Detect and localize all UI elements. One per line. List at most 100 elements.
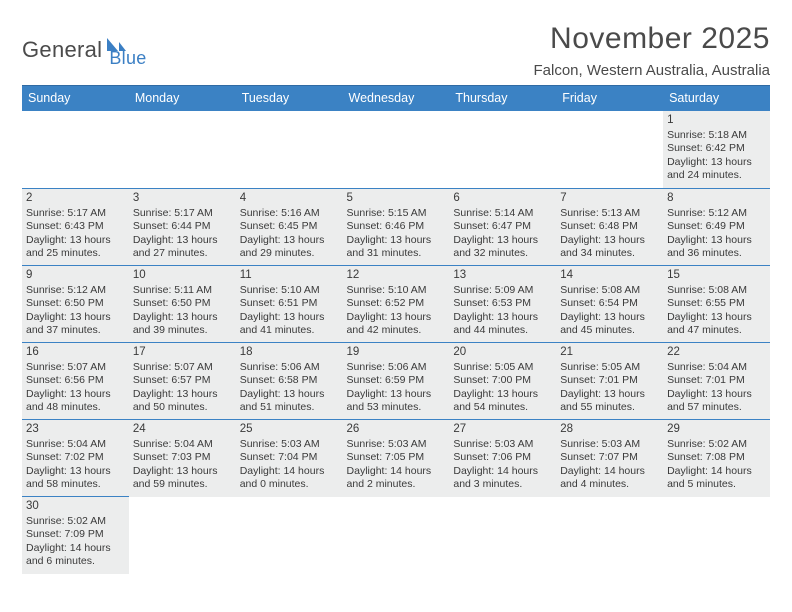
day-number: 22 <box>667 345 766 360</box>
calendar-day-cell <box>556 497 663 574</box>
daylight-text: Daylight: 14 hours <box>240 465 339 478</box>
daylight-text: Daylight: 13 hours <box>240 234 339 247</box>
sunrise-text: Sunrise: 5:17 AM <box>26 207 125 220</box>
daylight-text: and 48 minutes. <box>26 401 125 414</box>
sunrise-text: Sunrise: 5:02 AM <box>667 438 766 451</box>
day-number: 30 <box>26 499 125 514</box>
daylight-text: and 29 minutes. <box>240 247 339 260</box>
sunset-text: Sunset: 6:50 PM <box>26 297 125 310</box>
day-number: 1 <box>667 113 766 128</box>
daylight-text: and 4 minutes. <box>560 478 659 491</box>
sunset-text: Sunset: 6:53 PM <box>453 297 552 310</box>
calendar-day-cell: 27Sunrise: 5:03 AMSunset: 7:06 PMDayligh… <box>449 420 556 497</box>
daylight-text: and 36 minutes. <box>667 247 766 260</box>
calendar-day-cell: 18Sunrise: 5:06 AMSunset: 6:58 PMDayligh… <box>236 343 343 420</box>
daylight-text: and 6 minutes. <box>26 555 125 568</box>
daylight-text: and 5 minutes. <box>667 478 766 491</box>
daylight-text: Daylight: 13 hours <box>240 311 339 324</box>
sunset-text: Sunset: 7:01 PM <box>560 374 659 387</box>
daylight-text: and 45 minutes. <box>560 324 659 337</box>
day-number: 15 <box>667 268 766 283</box>
daylight-text: and 59 minutes. <box>133 478 232 491</box>
sunset-text: Sunset: 6:47 PM <box>453 220 552 233</box>
calendar-day-cell: 21Sunrise: 5:05 AMSunset: 7:01 PMDayligh… <box>556 343 663 420</box>
sunrise-text: Sunrise: 5:03 AM <box>347 438 446 451</box>
sunrise-text: Sunrise: 5:02 AM <box>26 515 125 528</box>
daylight-text: and 50 minutes. <box>133 401 232 414</box>
day-number: 4 <box>240 191 339 206</box>
sunrise-text: Sunrise: 5:14 AM <box>453 207 552 220</box>
daylight-text: and 24 minutes. <box>667 169 766 182</box>
daylight-text: Daylight: 13 hours <box>560 311 659 324</box>
weekday-header: Monday <box>129 86 236 111</box>
sunset-text: Sunset: 6:44 PM <box>133 220 232 233</box>
day-number: 3 <box>133 191 232 206</box>
calendar-day-cell: 9Sunrise: 5:12 AMSunset: 6:50 PMDaylight… <box>22 266 129 343</box>
sunrise-text: Sunrise: 5:04 AM <box>26 438 125 451</box>
sunset-text: Sunset: 7:01 PM <box>667 374 766 387</box>
day-number: 17 <box>133 345 232 360</box>
calendar-week-row: 16Sunrise: 5:07 AMSunset: 6:56 PMDayligh… <box>22 343 770 420</box>
weekday-header: Sunday <box>22 86 129 111</box>
daylight-text: and 32 minutes. <box>453 247 552 260</box>
sunrise-text: Sunrise: 5:10 AM <box>347 284 446 297</box>
sunrise-text: Sunrise: 5:15 AM <box>347 207 446 220</box>
calendar-day-cell: 24Sunrise: 5:04 AMSunset: 7:03 PMDayligh… <box>129 420 236 497</box>
daylight-text: and 25 minutes. <box>26 247 125 260</box>
calendar-day-cell: 4Sunrise: 5:16 AMSunset: 6:45 PMDaylight… <box>236 189 343 266</box>
daylight-text: and 34 minutes. <box>560 247 659 260</box>
daylight-text: Daylight: 13 hours <box>667 388 766 401</box>
calendar-day-cell: 29Sunrise: 5:02 AMSunset: 7:08 PMDayligh… <box>663 420 770 497</box>
sunset-text: Sunset: 7:05 PM <box>347 451 446 464</box>
daylight-text: Daylight: 13 hours <box>667 234 766 247</box>
daylight-text: and 31 minutes. <box>347 247 446 260</box>
sunset-text: Sunset: 7:04 PM <box>240 451 339 464</box>
sunrise-text: Sunrise: 5:13 AM <box>560 207 659 220</box>
weekday-header: Friday <box>556 86 663 111</box>
daylight-text: Daylight: 13 hours <box>26 465 125 478</box>
day-number: 10 <box>133 268 232 283</box>
calendar-day-cell: 16Sunrise: 5:07 AMSunset: 6:56 PMDayligh… <box>22 343 129 420</box>
weekday-header: Tuesday <box>236 86 343 111</box>
sunrise-text: Sunrise: 5:05 AM <box>560 361 659 374</box>
sunset-text: Sunset: 6:54 PM <box>560 297 659 310</box>
calendar-day-cell: 3Sunrise: 5:17 AMSunset: 6:44 PMDaylight… <box>129 189 236 266</box>
daylight-text: and 0 minutes. <box>240 478 339 491</box>
sunrise-text: Sunrise: 5:03 AM <box>453 438 552 451</box>
calendar-day-cell <box>129 497 236 574</box>
calendar-day-cell: 13Sunrise: 5:09 AMSunset: 6:53 PMDayligh… <box>449 266 556 343</box>
calendar-day-cell <box>129 111 236 189</box>
daylight-text: Daylight: 13 hours <box>26 311 125 324</box>
calendar-day-cell: 25Sunrise: 5:03 AMSunset: 7:04 PMDayligh… <box>236 420 343 497</box>
sunset-text: Sunset: 7:06 PM <box>453 451 552 464</box>
daylight-text: and 53 minutes. <box>347 401 446 414</box>
sunset-text: Sunset: 6:49 PM <box>667 220 766 233</box>
calendar-day-cell: 14Sunrise: 5:08 AMSunset: 6:54 PMDayligh… <box>556 266 663 343</box>
daylight-text: Daylight: 13 hours <box>453 311 552 324</box>
sunrise-text: Sunrise: 5:06 AM <box>240 361 339 374</box>
daylight-text: and 54 minutes. <box>453 401 552 414</box>
daylight-text: Daylight: 14 hours <box>667 465 766 478</box>
calendar-day-cell: 2Sunrise: 5:17 AMSunset: 6:43 PMDaylight… <box>22 189 129 266</box>
sunrise-text: Sunrise: 5:05 AM <box>453 361 552 374</box>
sunset-text: Sunset: 7:07 PM <box>560 451 659 464</box>
sunrise-text: Sunrise: 5:03 AM <box>560 438 659 451</box>
calendar-table: Sunday Monday Tuesday Wednesday Thursday… <box>22 85 770 574</box>
calendar-day-cell: 19Sunrise: 5:06 AMSunset: 6:59 PMDayligh… <box>343 343 450 420</box>
sunrise-text: Sunrise: 5:08 AM <box>667 284 766 297</box>
sunset-text: Sunset: 7:03 PM <box>133 451 232 464</box>
calendar-day-cell: 28Sunrise: 5:03 AMSunset: 7:07 PMDayligh… <box>556 420 663 497</box>
sunrise-text: Sunrise: 5:12 AM <box>667 207 766 220</box>
daylight-text: Daylight: 13 hours <box>667 311 766 324</box>
daylight-text: and 47 minutes. <box>667 324 766 337</box>
daylight-text: and 3 minutes. <box>453 478 552 491</box>
daylight-text: Daylight: 14 hours <box>26 542 125 555</box>
daylight-text: and 2 minutes. <box>347 478 446 491</box>
calendar-day-cell: 10Sunrise: 5:11 AMSunset: 6:50 PMDayligh… <box>129 266 236 343</box>
daylight-text: Daylight: 13 hours <box>560 234 659 247</box>
sunset-text: Sunset: 6:55 PM <box>667 297 766 310</box>
sunset-text: Sunset: 7:08 PM <box>667 451 766 464</box>
sunrise-text: Sunrise: 5:09 AM <box>453 284 552 297</box>
day-number: 25 <box>240 422 339 437</box>
calendar-day-cell: 15Sunrise: 5:08 AMSunset: 6:55 PMDayligh… <box>663 266 770 343</box>
